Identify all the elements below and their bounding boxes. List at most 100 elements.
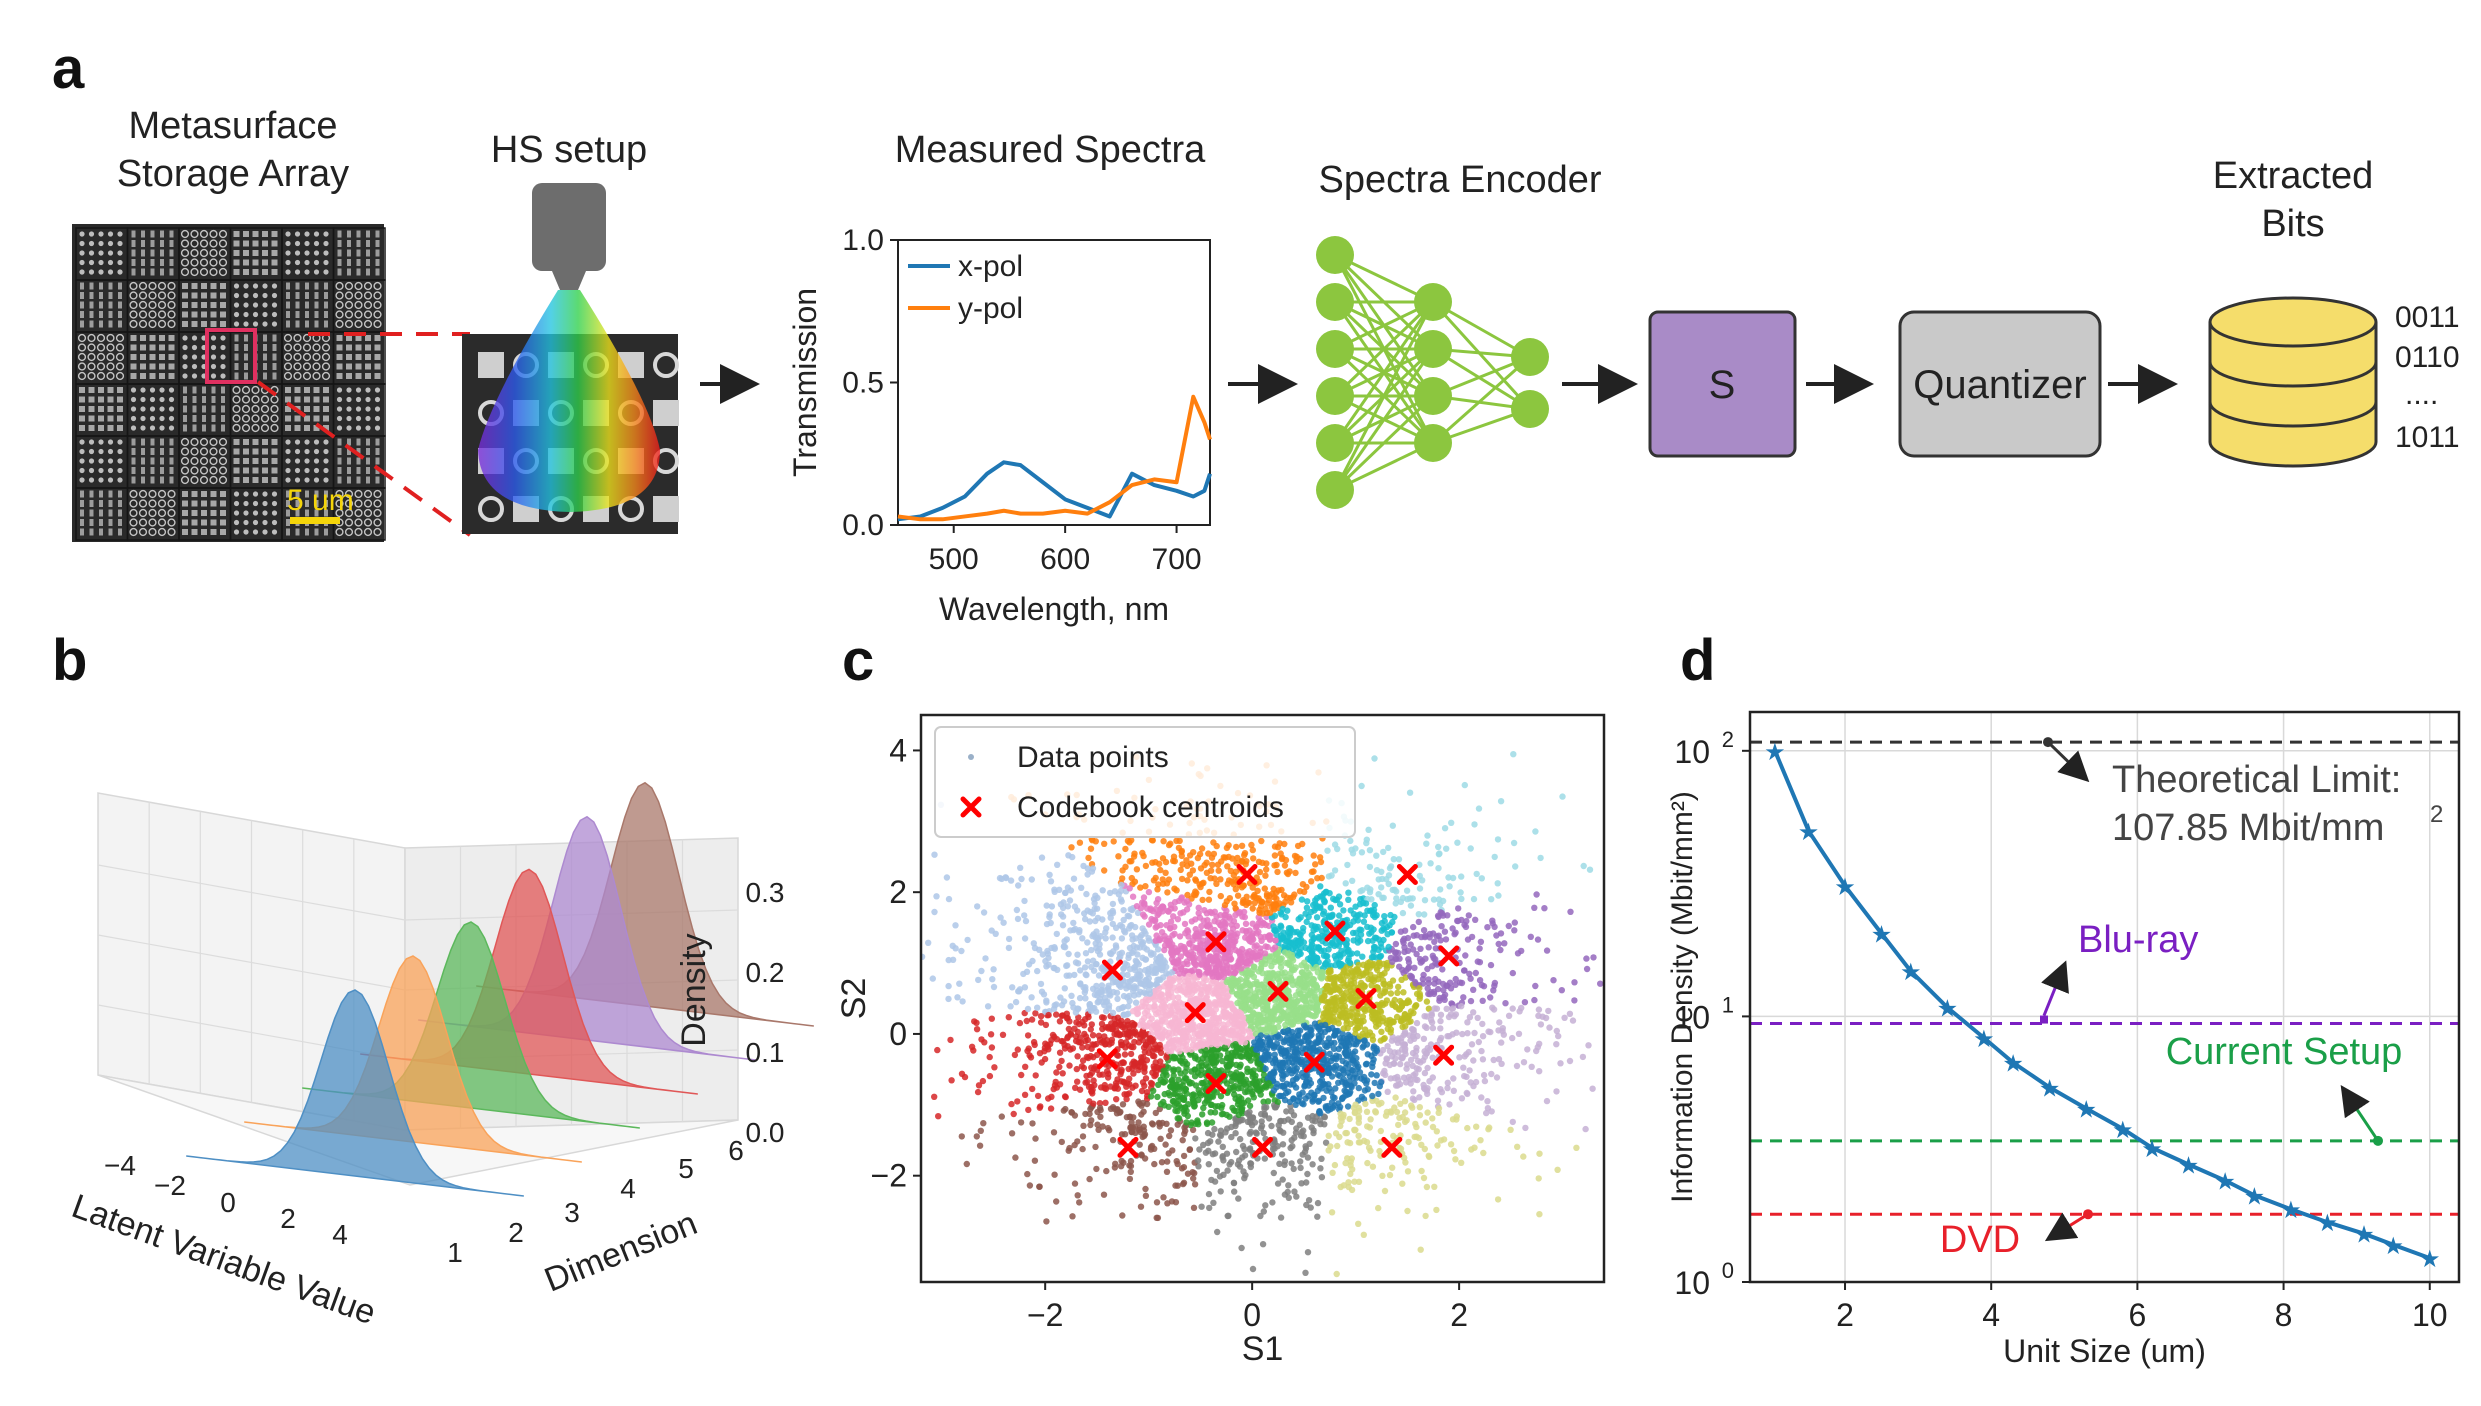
data-point <box>1392 900 1399 907</box>
data-point <box>1281 1158 1289 1165</box>
data-point <box>1414 1076 1421 1084</box>
data-point <box>1359 953 1366 960</box>
data-point <box>1114 1052 1122 1059</box>
data-point <box>1550 977 1557 984</box>
data-point <box>1389 1164 1396 1171</box>
data-point <box>1087 1026 1095 1033</box>
data-point <box>968 1043 976 1051</box>
data-point <box>1312 861 1319 868</box>
data-point <box>1210 1199 1217 1207</box>
data-point <box>1032 1135 1039 1142</box>
data-point <box>1180 1152 1188 1160</box>
data-point <box>1395 1006 1403 1013</box>
data-point <box>1477 1137 1484 1144</box>
data-point <box>1458 1003 1465 1010</box>
data-point <box>1458 1159 1465 1167</box>
data-point <box>1314 875 1321 882</box>
data-point <box>1401 1109 1409 1116</box>
data-point <box>1472 916 1479 923</box>
data-point <box>1099 916 1106 923</box>
data-point <box>1212 1002 1219 1009</box>
data-point <box>1048 903 1056 910</box>
data-point <box>1153 1025 1160 1032</box>
data-point <box>1534 936 1542 943</box>
data-point <box>1354 1065 1361 1073</box>
data-point <box>1278 935 1285 942</box>
data-point <box>1145 888 1153 896</box>
data-point <box>1069 999 1076 1007</box>
data-point <box>1340 1182 1348 1189</box>
data-point <box>1373 1097 1380 1105</box>
data-point <box>1201 1051 1209 1059</box>
data-point <box>1038 988 1046 995</box>
data-point <box>1476 977 1484 984</box>
data-point <box>1339 971 1346 978</box>
data-point <box>1258 921 1266 929</box>
data-point <box>1163 1054 1170 1061</box>
data-point <box>933 893 940 900</box>
data-point <box>1143 1100 1151 1108</box>
data-point <box>1296 1091 1303 1098</box>
data-point <box>1154 1214 1162 1222</box>
data-point <box>1360 1231 1368 1239</box>
data-point <box>1219 1101 1226 1109</box>
data-point <box>1464 1030 1471 1037</box>
data-point <box>1098 1020 1106 1028</box>
data-point <box>1428 1010 1435 1017</box>
data-point <box>1476 945 1483 952</box>
data-point <box>1093 982 1100 990</box>
data-point <box>1143 1057 1151 1064</box>
data-point <box>1220 1157 1227 1164</box>
scale-bar <box>290 517 340 524</box>
data-point <box>1065 852 1072 859</box>
panel-letter-c: c <box>842 628 874 693</box>
data-point <box>1349 877 1356 884</box>
data-point <box>1320 896 1327 904</box>
dimension-ytick-label: 4 <box>620 1173 636 1204</box>
data-point <box>1363 1108 1371 1116</box>
data-point <box>1285 1194 1293 1202</box>
nn-node <box>1316 236 1354 274</box>
data-point <box>1495 940 1502 948</box>
data-point <box>1328 1057 1335 1065</box>
data-point <box>1208 1101 1215 1109</box>
data-point <box>1399 909 1407 917</box>
data-point <box>1242 920 1250 927</box>
data-point <box>1229 855 1236 862</box>
data-point <box>1231 900 1238 907</box>
data-point <box>1393 1013 1401 1021</box>
data-point <box>1083 890 1090 898</box>
data-point <box>1021 1091 1029 1099</box>
data-point <box>1162 858 1170 866</box>
data-point <box>1251 899 1259 906</box>
data-point <box>1433 1128 1441 1135</box>
data-point <box>1254 1011 1261 1018</box>
data-point <box>1112 1160 1119 1168</box>
data-point <box>1271 1145 1278 1152</box>
data-point <box>1509 1034 1516 1042</box>
data-point <box>1304 898 1311 905</box>
data-point <box>1419 980 1427 987</box>
data-point <box>1131 992 1138 999</box>
data-point <box>1346 1090 1353 1097</box>
data-point <box>1303 1179 1310 1186</box>
data-point <box>1478 875 1486 882</box>
data-point <box>1285 1065 1292 1072</box>
data-point <box>1096 1036 1104 1043</box>
data-point <box>1021 984 1029 991</box>
data-point <box>1180 982 1188 989</box>
data-point <box>1115 891 1123 898</box>
data-point <box>1184 877 1191 884</box>
data-point <box>1134 909 1142 917</box>
data-point <box>1133 866 1141 873</box>
data-point <box>1135 961 1143 968</box>
data-point <box>1205 850 1212 857</box>
data-point <box>1483 1109 1490 1117</box>
data-point <box>1198 1059 1205 1066</box>
data-point <box>1468 1041 1476 1048</box>
spectra-x-axis-label: Wavelength, nm <box>939 591 1169 627</box>
data-point <box>1510 751 1517 758</box>
data-point <box>1122 863 1129 870</box>
data-point <box>1142 967 1149 974</box>
data-point <box>1392 1094 1399 1101</box>
